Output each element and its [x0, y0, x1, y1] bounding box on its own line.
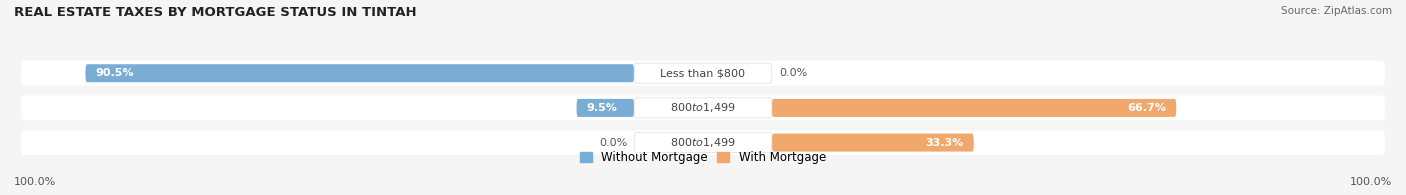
- FancyBboxPatch shape: [634, 98, 772, 118]
- Text: Source: ZipAtlas.com: Source: ZipAtlas.com: [1281, 6, 1392, 16]
- FancyBboxPatch shape: [772, 134, 974, 152]
- Text: 100.0%: 100.0%: [1350, 177, 1392, 187]
- FancyBboxPatch shape: [772, 99, 1177, 117]
- FancyBboxPatch shape: [21, 130, 1385, 155]
- Text: 33.3%: 33.3%: [925, 137, 963, 148]
- Text: 9.5%: 9.5%: [586, 103, 617, 113]
- Text: 100.0%: 100.0%: [14, 177, 56, 187]
- Text: $800 to $1,499: $800 to $1,499: [671, 101, 735, 114]
- FancyBboxPatch shape: [634, 133, 772, 153]
- Text: $800 to $1,499: $800 to $1,499: [671, 136, 735, 149]
- Text: Less than $800: Less than $800: [661, 68, 745, 78]
- Text: REAL ESTATE TAXES BY MORTGAGE STATUS IN TINTAH: REAL ESTATE TAXES BY MORTGAGE STATUS IN …: [14, 6, 416, 19]
- Text: 0.0%: 0.0%: [779, 68, 807, 78]
- FancyBboxPatch shape: [21, 61, 1385, 86]
- Text: 90.5%: 90.5%: [96, 68, 134, 78]
- Text: 0.0%: 0.0%: [599, 137, 627, 148]
- FancyBboxPatch shape: [634, 63, 772, 83]
- FancyBboxPatch shape: [576, 99, 634, 117]
- Text: 66.7%: 66.7%: [1128, 103, 1166, 113]
- Legend: Without Mortgage, With Mortgage: Without Mortgage, With Mortgage: [581, 151, 825, 164]
- FancyBboxPatch shape: [21, 95, 1385, 120]
- FancyBboxPatch shape: [86, 64, 634, 82]
